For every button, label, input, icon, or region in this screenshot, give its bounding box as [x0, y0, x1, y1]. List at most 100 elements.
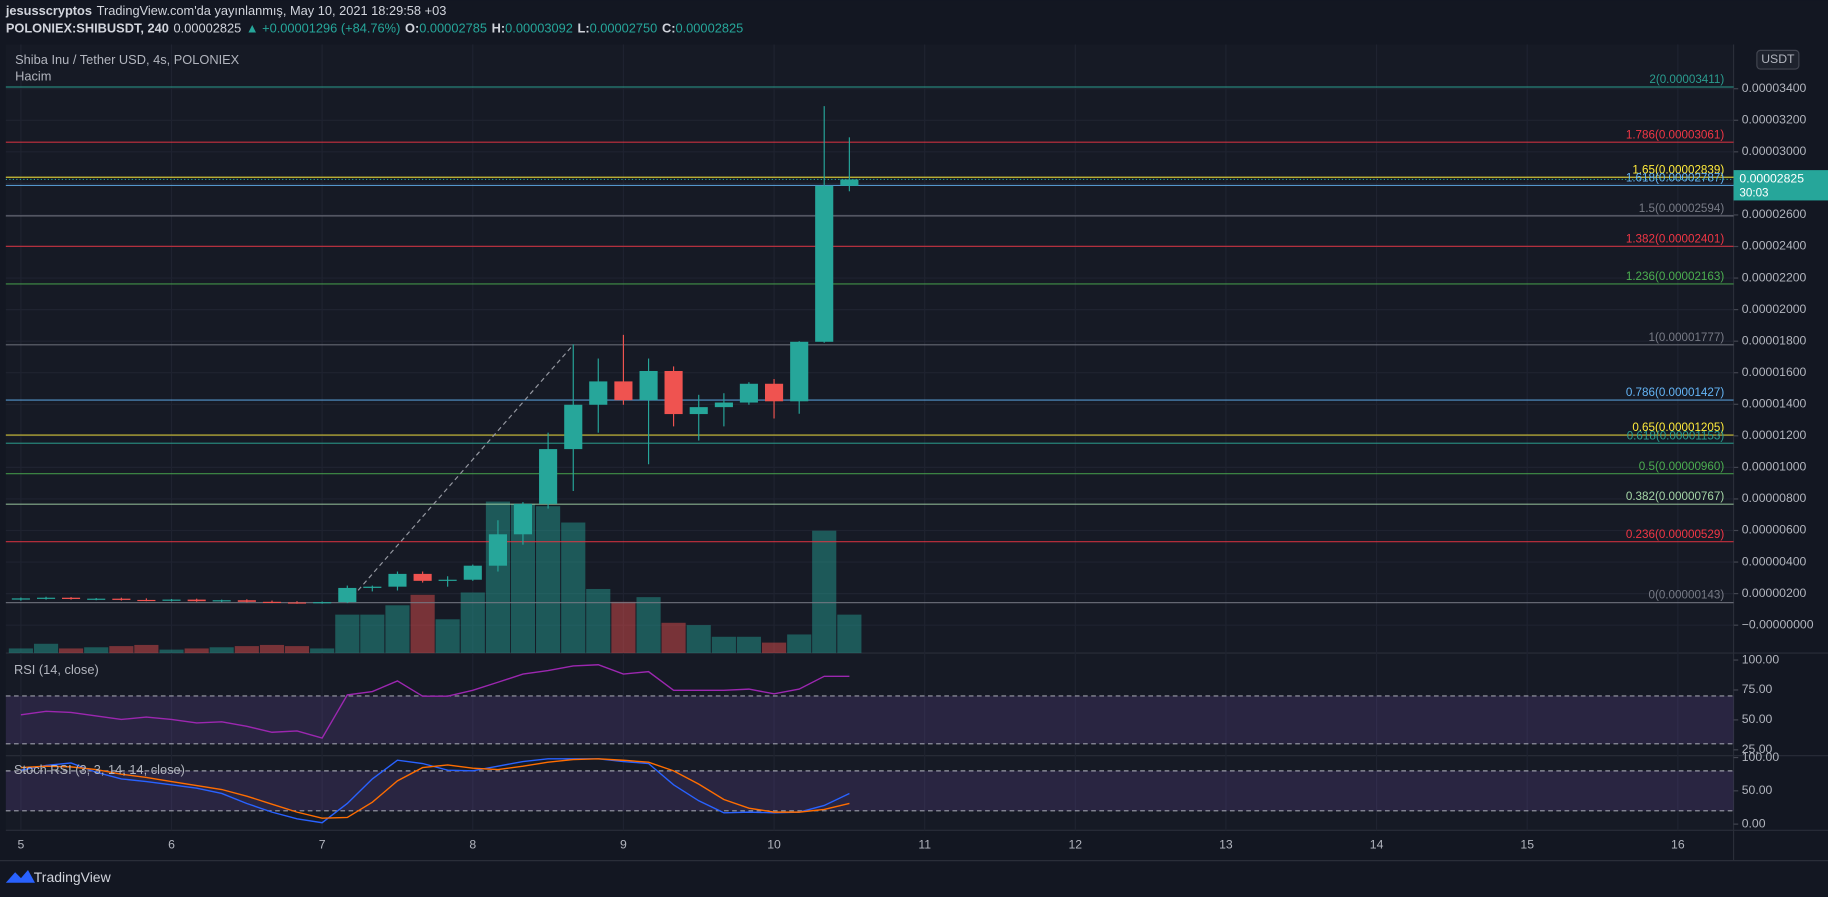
volume-bar: [234, 646, 259, 654]
fib-label: 0(0.00000143): [1649, 589, 1725, 602]
volume-bar: [611, 601, 636, 654]
candle-body: [363, 586, 382, 588]
volume-bar: [686, 625, 711, 654]
candle-body: [413, 573, 432, 581]
candle-body: [488, 534, 507, 566]
y-tick-label: 0.00003200: [1742, 113, 1807, 127]
candle-body: [162, 599, 181, 601]
fib-label: 0.382(0.00000767): [1626, 490, 1725, 503]
band: [5, 770, 1734, 811]
x-tick-label: 9: [620, 838, 627, 852]
indicator-line: [20, 664, 850, 739]
ohlc-value: 0.00003092: [505, 21, 573, 36]
x-tick-label: 10: [767, 838, 781, 852]
x-tick-label: 7: [319, 838, 326, 852]
volume-bar: [58, 648, 84, 654]
ohlc-label: C:: [662, 21, 676, 36]
candle-body: [513, 503, 533, 535]
y-tick-label: 0.00000800: [1742, 491, 1807, 505]
y-tick-label: 75.00: [1742, 682, 1773, 696]
plot-area: [5, 44, 1734, 831]
fib-label: 0.786(0.00001427): [1626, 386, 1725, 399]
y-tick-label: −0.00000000: [1742, 617, 1814, 631]
brand: TradingView: [34, 869, 112, 885]
y-tick-label: 0.00003400: [1742, 81, 1807, 95]
candle-body: [36, 597, 56, 599]
candle-body: [714, 402, 733, 408]
ohlc-value: 0.00002825: [676, 21, 744, 36]
fib-label: 0.65(0.00001205): [1632, 421, 1724, 434]
fib-anchor: [346, 344, 574, 603]
ohlc-value: 0.00002750: [590, 21, 658, 36]
volume-bar: [109, 646, 134, 654]
fib-label: 1.236(0.00002163): [1626, 270, 1725, 283]
candle-body: [840, 179, 859, 186]
volume-bar: [385, 605, 410, 654]
candle-body: [589, 381, 608, 405]
fib-label: 1.65(0.00002839): [1632, 163, 1724, 176]
ohlc-value: 0.00002785: [419, 21, 487, 36]
currency-badge: [1756, 49, 1800, 70]
fib-label: 0.618(0.00001153): [1627, 429, 1725, 442]
y-tick-label: 0.00001400: [1742, 397, 1807, 411]
volume-bar: [736, 636, 761, 654]
y-tick-label: 0.00002600: [1742, 207, 1807, 221]
volume-bar: [8, 648, 33, 654]
y-tick-label: 0.00000600: [1742, 523, 1807, 537]
x-tick-label: 6: [168, 838, 175, 852]
price-badge: [1733, 170, 1828, 201]
ohlc-label: H:: [492, 21, 506, 36]
candle-body: [237, 600, 256, 602]
volume-bar: [711, 636, 736, 654]
chart-layer: 5 6 7 8 9 10 11 12 13 14 15 16 0.00003400 0.00003200 0…: [5, 44, 1828, 852]
volume-bar: [259, 644, 285, 654]
candle-body: [790, 341, 809, 402]
fib-label: 1.786(0.00003061): [1626, 128, 1725, 141]
y-tick-label: 0.00002400: [1742, 239, 1807, 253]
x-tick-label: 5: [17, 838, 24, 852]
candle-body: [187, 599, 206, 602]
volume-bar: [661, 622, 686, 654]
candle-body: [564, 404, 583, 450]
y-tick-label: 0.00001600: [1742, 365, 1807, 379]
ohlc-label: O:: [405, 21, 419, 36]
candle-body: [664, 370, 683, 415]
y-tick-label: 0.00001200: [1742, 428, 1807, 442]
candle-body: [262, 601, 282, 603]
candle-body: [639, 370, 658, 401]
last-price: 0.00002825: [174, 21, 242, 36]
volume-bar: [33, 643, 59, 654]
candle-body: [689, 407, 708, 415]
ohlc-label: L:: [578, 21, 590, 36]
author: jesusscryptos: [5, 3, 92, 18]
y-tick-label: 50.00: [1742, 783, 1773, 797]
volume-title: Hacim: [15, 69, 51, 84]
x-tick-label: 15: [1520, 838, 1534, 852]
candle-body: [313, 602, 332, 604]
candle-body: [815, 185, 834, 342]
candle-body: [287, 602, 307, 604]
candle-body: [61, 597, 81, 599]
volume-bar: [209, 647, 234, 654]
volume-bar: [360, 614, 385, 654]
y-tick-label: 0.00002000: [1742, 302, 1807, 316]
candle-body: [338, 587, 357, 603]
volume-bar: [84, 647, 109, 654]
candle-body: [388, 573, 407, 587]
candle-body: [463, 565, 482, 580]
volume-bar: [837, 614, 862, 654]
candle-body: [137, 599, 156, 602]
volume-bar: [787, 634, 812, 654]
symbol: POLONIEX:SHIBUSDT, 240: [6, 21, 169, 36]
candle-body: [764, 383, 784, 402]
volume-bar: [536, 506, 561, 654]
volume-bar: [586, 588, 611, 654]
volume-bar: [435, 619, 460, 654]
fib-label: 1.382(0.00002401): [1626, 232, 1725, 245]
fib-label: 2(0.00003411): [1649, 73, 1724, 86]
candle-body: [87, 598, 106, 600]
y-tick-label: 50.00: [1742, 712, 1773, 726]
x-tick-label: 11: [918, 838, 931, 852]
header-line: POLONIEX:SHIBUSDT, 240 0.00002825 ▲ +0.000…: [6, 21, 743, 36]
candle-body: [112, 598, 131, 600]
